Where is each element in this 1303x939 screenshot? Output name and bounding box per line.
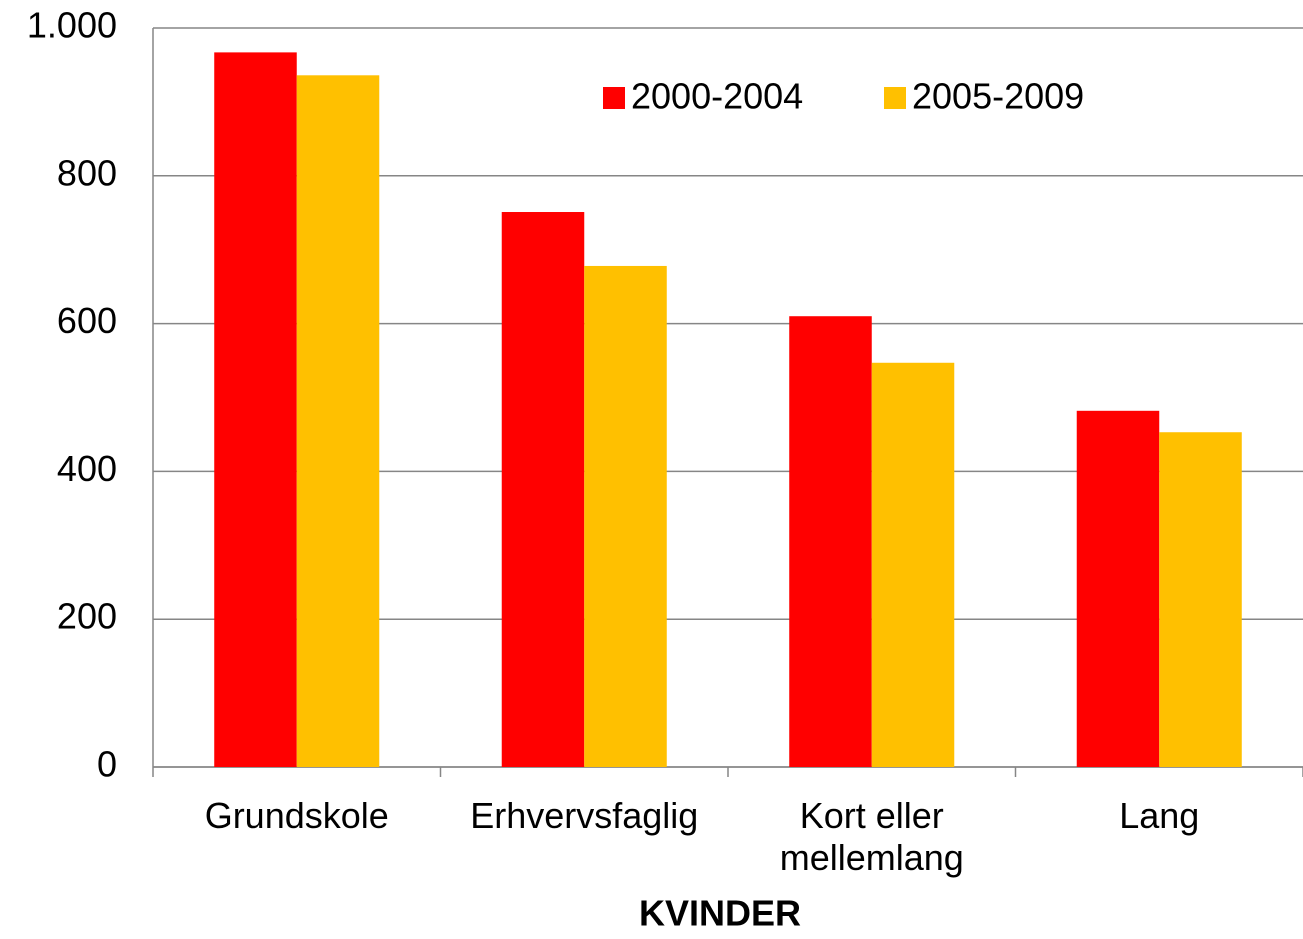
y-tick-label: 0: [97, 744, 117, 785]
bar: [584, 265, 667, 767]
legend-swatch: [884, 87, 906, 109]
x-tick-label: Kort eller mellemlang: [779, 795, 964, 878]
bar: [789, 316, 872, 767]
legend-label: 2000-2004: [631, 76, 803, 117]
x-tick-label: Lang: [1119, 795, 1200, 836]
x-tick-label: Erhvervsfaglig: [470, 795, 699, 836]
y-tick-label: 200: [57, 596, 117, 637]
y-tick-label: 600: [57, 300, 117, 341]
x-tick-label: Grundskole: [204, 795, 389, 836]
y-tick-label: 1.000: [27, 5, 117, 46]
y-tick-label: 800: [57, 152, 117, 193]
y-tick-label: 400: [57, 448, 117, 489]
bar: [214, 52, 297, 767]
bar: [296, 75, 380, 767]
x-axis-title: KVINDER: [639, 893, 801, 934]
bar: [1076, 410, 1160, 767]
bar: [501, 212, 585, 768]
bar: [1159, 432, 1242, 767]
legend-label: 2005-2009: [912, 76, 1084, 117]
bar: [871, 362, 955, 767]
legend-swatch: [603, 87, 625, 109]
